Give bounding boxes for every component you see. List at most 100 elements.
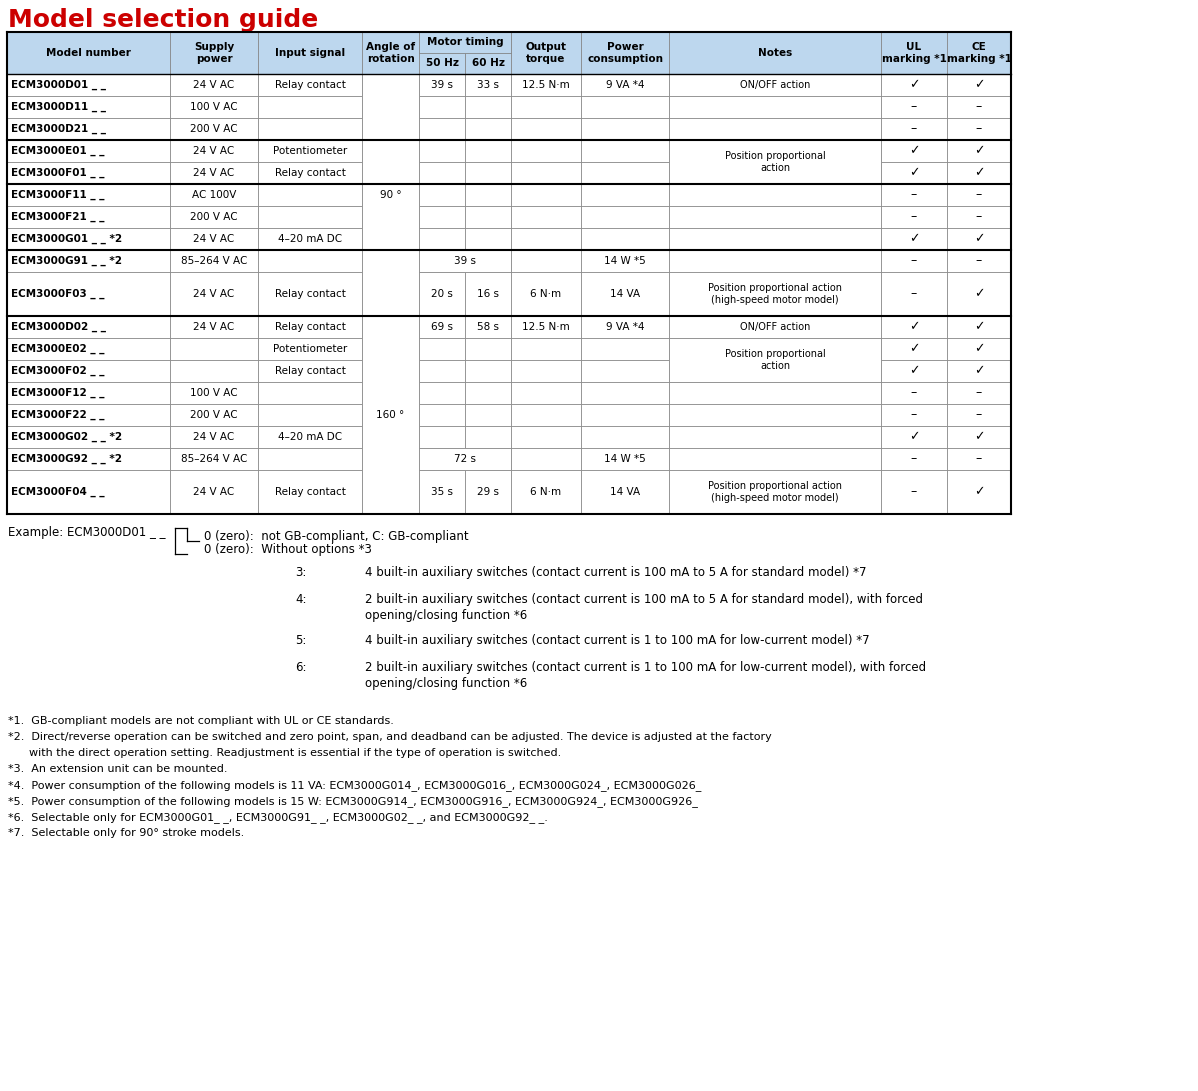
Bar: [258, 338, 362, 360]
Text: 85–264 V AC: 85–264 V AC: [181, 454, 247, 464]
Bar: [362, 74, 419, 96]
Bar: [362, 316, 419, 514]
Bar: [258, 448, 362, 470]
Text: –: –: [910, 453, 918, 466]
Text: 20 s: 20 s: [431, 289, 453, 299]
Text: 14 W *5: 14 W *5: [604, 256, 646, 266]
Bar: [881, 425, 946, 448]
Bar: [881, 360, 946, 382]
Text: 200 V AC: 200 V AC: [190, 124, 238, 134]
Bar: [258, 470, 362, 514]
Bar: [419, 404, 465, 425]
Bar: [258, 161, 362, 184]
Bar: [258, 140, 362, 161]
Bar: [7, 316, 170, 338]
Bar: [362, 206, 419, 228]
Text: 14 VA: 14 VA: [610, 487, 640, 497]
Bar: [7, 448, 170, 470]
Text: *1.  GB-compliant models are not compliant with UL or CE standards.: *1. GB-compliant models are not complian…: [8, 716, 394, 726]
Bar: [668, 338, 881, 360]
Bar: [362, 228, 419, 250]
Text: ECM3000G91 _ _ *2: ECM3000G91 _ _ *2: [11, 256, 122, 266]
Bar: [7, 382, 170, 404]
Bar: [512, 382, 581, 404]
Bar: [512, 32, 581, 74]
Bar: [946, 161, 1011, 184]
Bar: [362, 96, 419, 118]
Text: –: –: [910, 211, 918, 224]
Text: 33 s: 33 s: [477, 80, 500, 89]
Text: –: –: [910, 485, 918, 499]
Bar: [881, 184, 946, 206]
Bar: [512, 206, 581, 228]
Text: –: –: [976, 122, 982, 135]
Text: Relay contact: Relay contact: [274, 289, 345, 299]
Bar: [465, 161, 512, 184]
Bar: [581, 118, 668, 140]
Text: –: –: [910, 189, 918, 202]
Bar: [7, 360, 170, 382]
Text: 100 V AC: 100 V AC: [190, 388, 238, 398]
Text: ECM3000D01 _ _: ECM3000D01 _ _: [11, 80, 105, 91]
Bar: [881, 316, 946, 338]
Text: ECM3000F22 _ _: ECM3000F22 _ _: [11, 410, 104, 420]
Bar: [512, 161, 581, 184]
Bar: [465, 228, 512, 250]
Bar: [946, 360, 1011, 382]
Bar: [170, 448, 258, 470]
Text: –: –: [976, 100, 982, 113]
Bar: [881, 448, 946, 470]
Bar: [362, 382, 419, 404]
Bar: [512, 272, 581, 316]
Bar: [465, 470, 512, 514]
Text: 5:: 5:: [295, 634, 307, 647]
Text: ECM3000D21 _ _: ECM3000D21 _ _: [11, 124, 105, 134]
Text: UL
marking *1: UL marking *1: [882, 41, 946, 64]
Text: 160 °: 160 °: [376, 410, 405, 420]
Text: ECM3000F02 _ _: ECM3000F02 _ _: [11, 365, 104, 376]
Text: ✓: ✓: [909, 431, 919, 444]
Text: Output
torque: Output torque: [526, 41, 567, 64]
Text: 0 (zero):  not GB-compliant, C: GB-compliant: 0 (zero): not GB-compliant, C: GB-compli…: [204, 530, 468, 543]
Text: ✓: ✓: [974, 485, 985, 499]
Bar: [581, 360, 668, 382]
Bar: [668, 184, 881, 206]
Text: Potentiometer: Potentiometer: [273, 344, 347, 353]
Bar: [362, 272, 419, 316]
Bar: [258, 96, 362, 118]
Bar: [668, 206, 881, 228]
Text: ON/OFF action: ON/OFF action: [740, 80, 810, 89]
Text: Notes: Notes: [758, 48, 792, 58]
Text: 200 V AC: 200 V AC: [190, 212, 238, 221]
Bar: [581, 338, 668, 360]
Text: ✓: ✓: [909, 364, 919, 377]
Bar: [170, 161, 258, 184]
Text: 24 V AC: 24 V AC: [193, 168, 235, 178]
Bar: [512, 404, 581, 425]
Text: –: –: [910, 408, 918, 421]
Bar: [419, 470, 465, 514]
Bar: [7, 228, 170, 250]
Bar: [881, 382, 946, 404]
Bar: [7, 184, 170, 206]
Text: ECM3000D11 _ _: ECM3000D11 _ _: [11, 101, 105, 112]
Bar: [946, 316, 1011, 338]
Bar: [512, 316, 581, 338]
Bar: [512, 360, 581, 382]
Bar: [170, 382, 258, 404]
Bar: [512, 184, 581, 206]
Bar: [668, 382, 881, 404]
Bar: [7, 140, 170, 161]
Text: –: –: [910, 100, 918, 113]
Bar: [362, 316, 419, 338]
Bar: [668, 316, 881, 338]
Text: 39 s: 39 s: [454, 256, 476, 266]
Text: Relay contact: Relay contact: [274, 80, 345, 89]
Text: 16 s: 16 s: [477, 289, 500, 299]
Bar: [512, 338, 581, 360]
Bar: [419, 161, 465, 184]
Bar: [170, 338, 258, 360]
Text: ✓: ✓: [909, 321, 919, 334]
Text: 9 VA *4: 9 VA *4: [606, 322, 645, 332]
Bar: [362, 184, 419, 206]
